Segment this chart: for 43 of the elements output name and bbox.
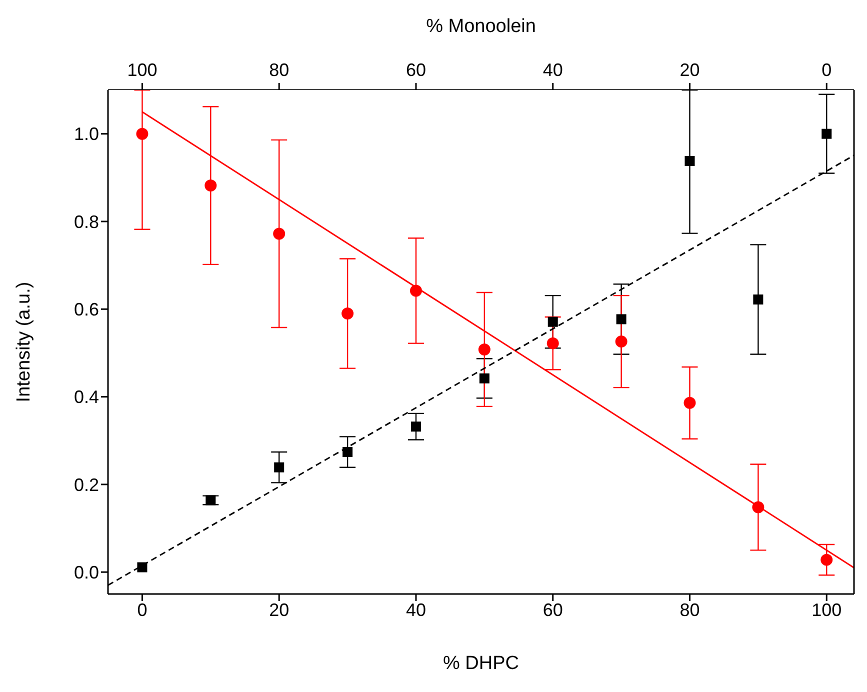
point <box>410 422 421 432</box>
y-tick-label: 1.0 <box>74 124 99 144</box>
point <box>204 180 217 192</box>
point <box>820 554 833 566</box>
x-tick-label: 60 <box>542 600 563 620</box>
x2-tick-label: 40 <box>542 60 563 80</box>
x-tick-label: 20 <box>269 600 290 620</box>
x2-axis-title: % Monoolein <box>426 16 536 37</box>
point <box>616 314 626 324</box>
x-tick-label: 80 <box>680 600 700 620</box>
point <box>684 156 695 166</box>
x2-tick-label: 100 <box>127 60 158 80</box>
y-axis-title: Intensity (a.u.) <box>14 282 35 402</box>
point <box>684 396 696 409</box>
point <box>752 501 764 514</box>
point <box>478 343 490 356</box>
y-tick-label: 0.2 <box>74 474 99 495</box>
point <box>410 284 422 297</box>
point <box>206 495 216 506</box>
x-tick-label: 100 <box>812 600 842 620</box>
point <box>342 308 354 320</box>
x-tick-label: 0 <box>137 600 148 620</box>
point <box>342 447 353 458</box>
y-tick-label: 0.0 <box>74 562 99 582</box>
x-axis-title: % DHPC <box>442 653 520 674</box>
x-tick-label: 40 <box>406 600 426 620</box>
x2-tick-label: 0 <box>822 60 832 80</box>
point <box>615 336 628 348</box>
x2-tick-label: 80 <box>269 60 290 80</box>
point <box>548 316 558 327</box>
y-tick-label: 0.8 <box>74 212 99 232</box>
y-tick-label: 0.4 <box>74 387 99 408</box>
point <box>274 462 284 472</box>
point <box>137 562 148 572</box>
point <box>479 373 490 384</box>
y-tick-label: 0.6 <box>74 300 99 320</box>
point <box>273 228 286 240</box>
point <box>822 128 832 139</box>
point <box>546 337 559 350</box>
point <box>753 294 764 304</box>
point <box>136 128 148 140</box>
x2-tick-label: 60 <box>406 60 426 80</box>
x2-tick-label: 20 <box>680 60 700 80</box>
